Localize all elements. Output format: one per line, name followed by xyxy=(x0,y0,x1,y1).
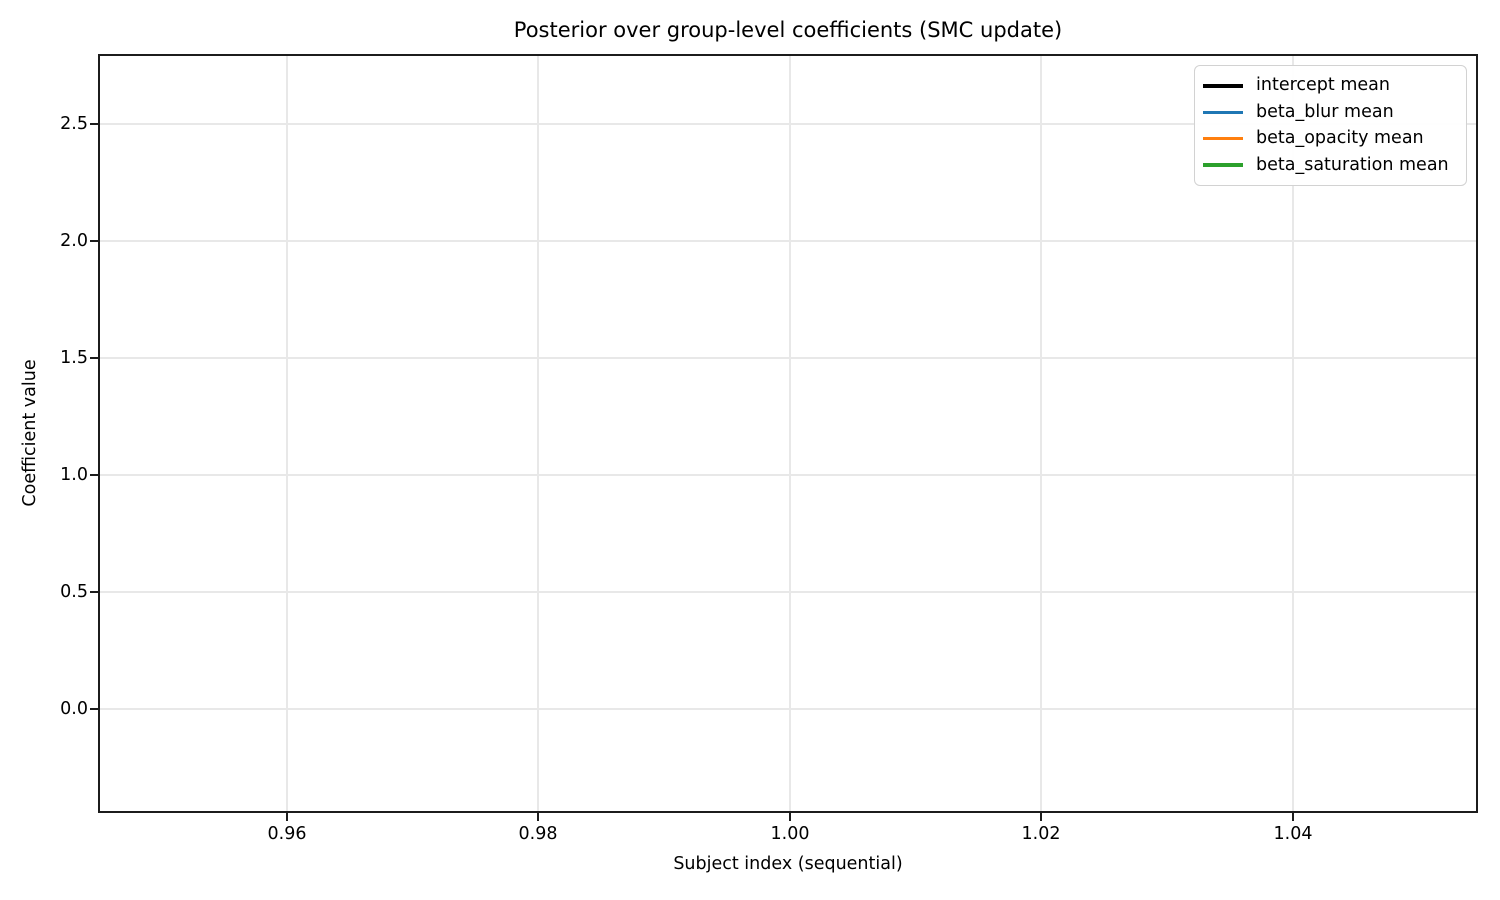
y-tick-label: 2.5 xyxy=(60,114,88,134)
y-gridline xyxy=(100,123,1476,125)
y-gridline xyxy=(100,240,1476,242)
y-tick-mark xyxy=(90,357,98,359)
y-tick-label: 2.0 xyxy=(60,231,88,251)
x-axis-label: Subject index (sequential) xyxy=(673,854,903,874)
x-gridline xyxy=(1040,56,1042,811)
x-tick-mark xyxy=(1292,813,1294,821)
y-gridline xyxy=(100,708,1476,710)
y-tick-mark xyxy=(90,474,98,476)
x-tick-label: 1.00 xyxy=(770,824,810,844)
y-tick-label: 1.5 xyxy=(60,348,88,368)
x-tick-label: 0.96 xyxy=(267,824,307,844)
x-tick-mark xyxy=(1040,813,1042,821)
x-tick-mark xyxy=(789,813,791,821)
y-gridline xyxy=(100,474,1476,476)
legend-item-label: intercept mean xyxy=(1256,75,1390,96)
y-tick-mark xyxy=(90,240,98,242)
legend-line-swatch xyxy=(1203,84,1243,88)
x-tick-label: 1.04 xyxy=(1273,824,1313,844)
legend-line-swatch xyxy=(1203,163,1243,167)
plot-area: intercept mean beta_blur mean beta_opaci… xyxy=(98,54,1478,813)
legend-item-label: beta_saturation mean xyxy=(1256,154,1449,175)
x-gridline xyxy=(286,56,288,811)
x-gridline xyxy=(1292,56,1294,811)
x-tick-label: 1.02 xyxy=(1021,824,1061,844)
legend-item-label: beta_opacity mean xyxy=(1256,128,1424,149)
legend-line-swatch xyxy=(1203,110,1243,114)
y-tick-mark xyxy=(90,123,98,125)
y-gridline xyxy=(100,357,1476,359)
x-tick-label: 0.98 xyxy=(518,824,558,844)
y-axis-label: Coefficient value xyxy=(20,359,40,507)
legend-item: beta_opacity mean xyxy=(1203,128,1458,149)
x-gridline xyxy=(537,56,539,811)
y-tick-mark xyxy=(90,708,98,710)
y-gridline xyxy=(100,591,1476,593)
y-tick-label: 0.5 xyxy=(60,582,88,602)
x-tick-mark xyxy=(286,813,288,821)
legend: intercept mean beta_blur mean beta_opaci… xyxy=(1194,65,1467,186)
chart-title: Posterior over group-level coefficients … xyxy=(513,18,1063,42)
legend-item: beta_saturation mean xyxy=(1203,154,1458,175)
y-tick-mark xyxy=(90,591,98,593)
x-gridline xyxy=(789,56,791,811)
legend-item: beta_blur mean xyxy=(1203,101,1458,122)
legend-line-swatch xyxy=(1203,136,1243,141)
legend-item-label: beta_blur mean xyxy=(1256,101,1394,122)
x-tick-mark xyxy=(537,813,539,821)
legend-item: intercept mean xyxy=(1203,75,1458,96)
y-tick-label: 1.0 xyxy=(60,465,88,485)
y-tick-label: 0.0 xyxy=(60,699,88,719)
